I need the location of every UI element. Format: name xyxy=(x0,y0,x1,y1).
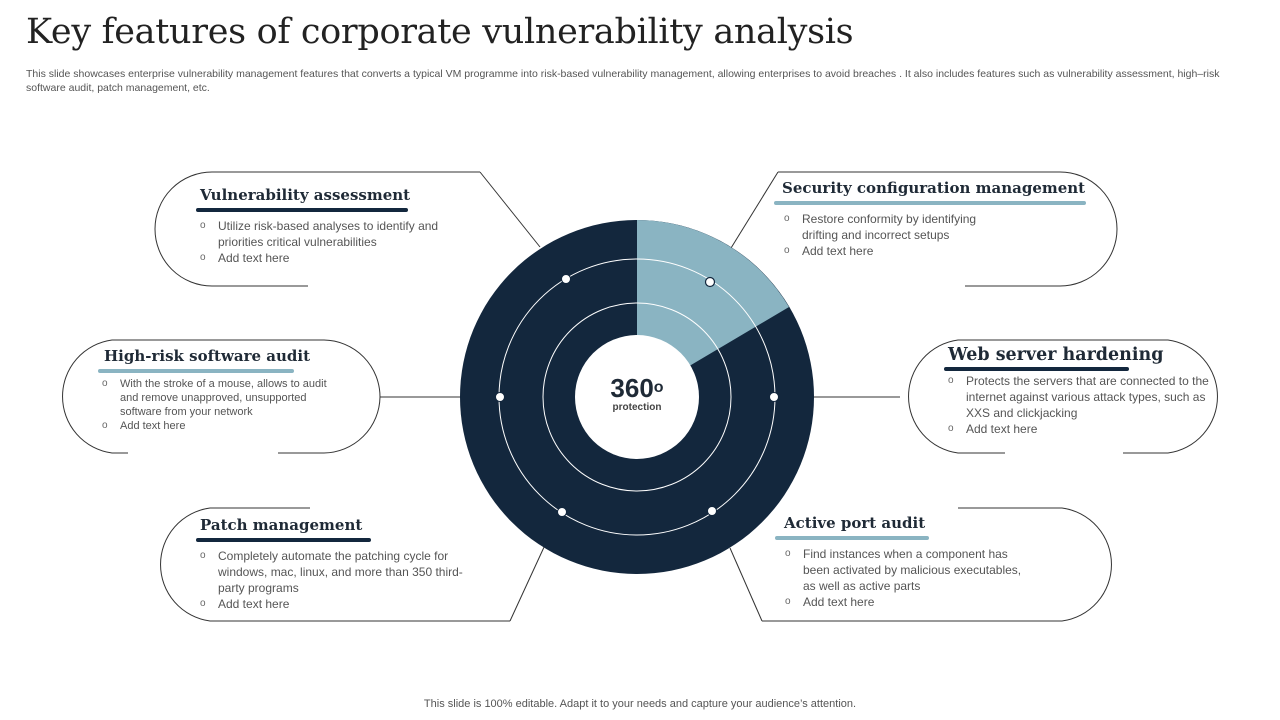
bullet-marker: o xyxy=(784,213,790,224)
title-underline xyxy=(775,536,929,540)
outline-high-risk-audit xyxy=(62,339,381,454)
card-active-port: Active port audit o Find instances when a… xyxy=(775,514,1031,610)
connector-vulnerability-assessment xyxy=(479,171,541,248)
bullet-item: o Restore conformity by identifying drift… xyxy=(784,212,977,242)
ring-dot xyxy=(769,392,779,402)
bullet-item: o Add text here xyxy=(200,251,290,265)
card-title: Vulnerability assessment xyxy=(200,186,411,204)
bullet-item: o Utilize risk-based analyses to identify… xyxy=(200,219,439,249)
outline-patch-management xyxy=(160,507,510,622)
card-title: Active port audit xyxy=(784,514,926,532)
ring-dot-highlight xyxy=(704,276,716,288)
bullet-marker: o xyxy=(785,596,791,607)
bullet-marker: o xyxy=(784,245,790,256)
ring-dot xyxy=(561,274,571,284)
degree-mark: o xyxy=(653,379,664,396)
bullet-marker: o xyxy=(948,423,954,434)
center-hole xyxy=(575,335,699,459)
page-title: Key features of corporate vulnerability … xyxy=(26,12,854,52)
connector-active-port xyxy=(729,547,763,622)
ring-inner xyxy=(542,302,732,492)
bullet-item: o Add text here xyxy=(948,422,1038,436)
ring-dot xyxy=(495,392,505,402)
bullet-item: o With the stroke of a mouse, allows to a… xyxy=(102,378,327,418)
bullet-item: o Add text here xyxy=(200,597,290,611)
card-patch-management: Patch management o Completely automate th… xyxy=(196,516,466,612)
center-label: 360o protection xyxy=(590,374,684,414)
center-number: 360 xyxy=(610,373,654,403)
bullet-item: o Find instances when a component has bee… xyxy=(785,547,1022,593)
outline-high-risk-audit-lower xyxy=(278,396,381,454)
card-high-risk-audit: High-risk software audit o With the strok… xyxy=(98,347,333,433)
bullet-marker: o xyxy=(785,548,791,559)
footer-note: This slide is 100% editable. Adapt it to… xyxy=(423,698,857,710)
bullet-marker: o xyxy=(102,378,108,389)
ring-dot xyxy=(707,506,717,516)
bullet-item: o Completely automate the patching cycle … xyxy=(200,549,463,595)
outline-active-port xyxy=(762,507,1112,622)
bullet-marker: o xyxy=(948,375,954,386)
bullet-marker: o xyxy=(102,420,108,431)
ring-dot xyxy=(557,507,567,517)
card-web-server: Web server hardening o Protects the serve… xyxy=(944,345,1219,437)
card-title: Security configuration management xyxy=(782,179,1086,197)
page-subtitle: This slide showcases enterprise vulnerab… xyxy=(26,68,1220,94)
bullet-item: o Add text here xyxy=(102,420,186,432)
card-title: High-risk software audit xyxy=(104,347,311,365)
title-underline xyxy=(774,201,1086,205)
bullet-item: o Add text here xyxy=(785,595,875,609)
title-underline xyxy=(196,538,371,542)
connector-patch-management xyxy=(509,544,546,622)
card-vulnerability-assessment: Vulnerability assessment o Utilize risk-b… xyxy=(196,186,466,266)
outline-security-config xyxy=(778,171,1118,287)
bullet-marker: o xyxy=(200,598,206,609)
card-security-config: Security configuration management o Resto… xyxy=(774,179,1100,259)
title-underline xyxy=(944,367,1129,371)
bullet-marker: o xyxy=(200,220,206,231)
outline-web-server xyxy=(908,339,1218,454)
outline-vulnerability-assessment xyxy=(154,171,480,287)
center-caption: protection xyxy=(612,402,662,413)
bullet-marker: o xyxy=(200,252,206,263)
bullet-marker: o xyxy=(200,550,206,561)
bullet-item: o Add text here xyxy=(784,244,874,258)
card-title: Web server hardening xyxy=(948,345,1164,365)
title-underline xyxy=(196,208,408,212)
card-title: Patch management xyxy=(200,516,363,534)
bullet-item: o Protects the servers that are connected… xyxy=(948,374,1209,420)
title-underline xyxy=(98,369,294,373)
